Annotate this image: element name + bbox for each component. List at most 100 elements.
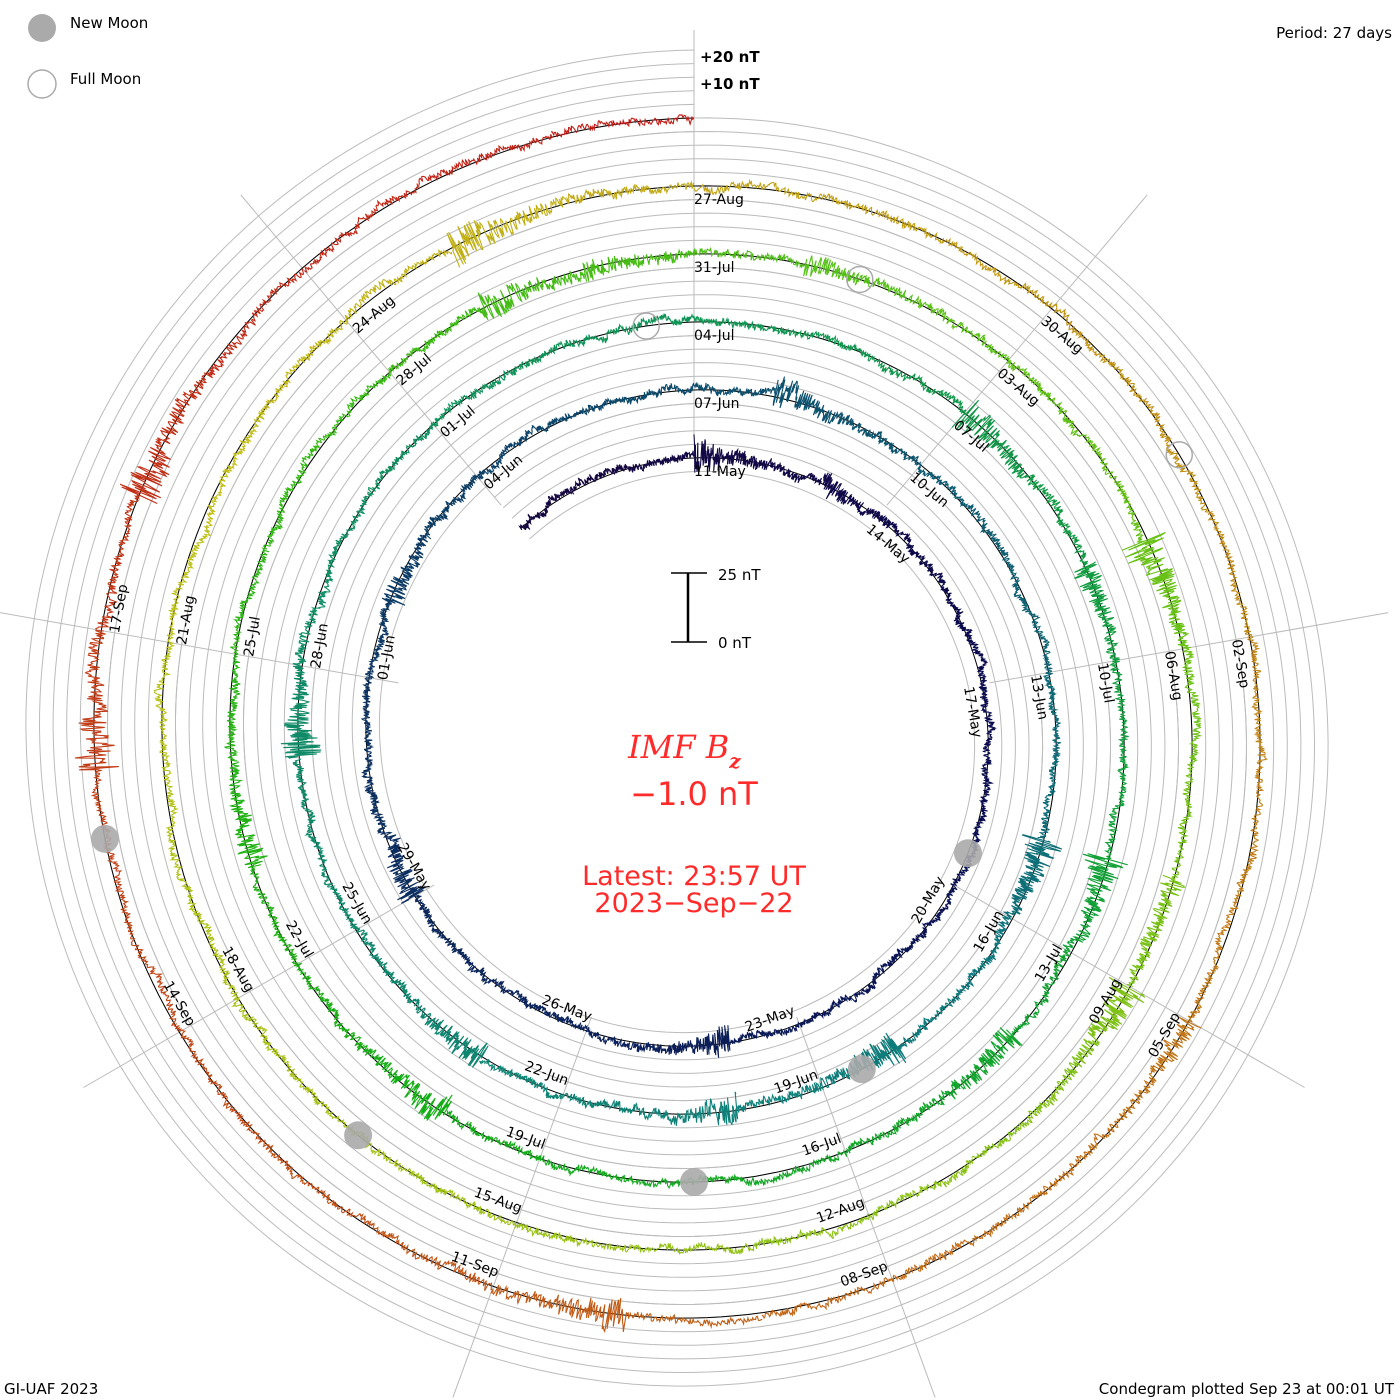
date-label: 19-Jun <box>772 1067 820 1098</box>
date-label: 19-Jul <box>504 1124 548 1153</box>
bz-trace-day <box>1246 636 1268 769</box>
date-label: 06-Aug <box>1161 650 1185 702</box>
bz-trace-day <box>849 419 922 466</box>
chart-title: IMF Bz <box>627 728 741 773</box>
bz-trace-day <box>418 134 553 187</box>
date-label: 22-Jun <box>522 1058 570 1089</box>
bz-trace-day <box>1011 1127 1115 1220</box>
bz-trace-day <box>861 940 915 994</box>
bz-trace-day <box>377 827 426 904</box>
bz-trace-day <box>757 458 823 486</box>
bz-trace-day <box>432 369 514 428</box>
bz-trace-day <box>693 382 776 397</box>
bz-trace-day <box>292 757 321 848</box>
bz-trace-day <box>370 1222 493 1292</box>
date-label: 07-Jun <box>694 396 740 412</box>
bz-trace-day <box>657 1025 731 1058</box>
bz-trace-day <box>1126 874 1187 988</box>
bz-trace-day <box>599 313 695 344</box>
bz-trace-day <box>1121 531 1191 649</box>
bz-trace-day <box>761 1276 894 1320</box>
bz-trace-day <box>74 629 119 771</box>
date-label: 02-Sep <box>1228 638 1252 689</box>
bz-trace-day <box>411 998 489 1068</box>
bz-trace-day <box>614 382 695 406</box>
radial-spoke <box>240 194 502 506</box>
date-label: 04-Jul <box>694 328 735 344</box>
bz-trace-day <box>879 362 967 414</box>
bz-trace-day <box>160 765 188 888</box>
bz-trace-day <box>479 1058 564 1100</box>
bz-trace-day <box>249 867 300 967</box>
bz-trace-day <box>633 1241 755 1256</box>
bz-trace-day <box>649 1091 739 1126</box>
new-moon-icon <box>344 1121 373 1150</box>
date-label: 17-Sep <box>107 583 131 634</box>
bz-trace-day <box>561 1092 651 1121</box>
bz-trace-day <box>1011 949 1072 1036</box>
bz-trace-day <box>876 514 928 566</box>
bz-trace-day <box>693 434 759 473</box>
bz-trace-day <box>460 951 523 999</box>
bz-trace-day <box>550 114 694 138</box>
bz-trace-day <box>1143 397 1211 513</box>
bz-trace-day <box>1014 594 1053 674</box>
bz-trace-day <box>1108 660 1129 761</box>
scale-bar <box>671 572 707 643</box>
bz-trace-day <box>1187 896 1240 1023</box>
bz-trace-day <box>223 653 241 762</box>
current-value: −1.0 nT <box>630 775 758 813</box>
radial-spoke <box>0 612 399 684</box>
bz-trace-day <box>955 620 989 685</box>
bz-trace-day <box>1002 834 1063 918</box>
date-label: 03-Aug <box>994 365 1043 409</box>
bz-trace-day <box>360 677 375 755</box>
baseline-line <box>93 117 1261 1319</box>
date-label: 14-May <box>863 522 913 568</box>
date-label: 20-May <box>909 874 949 927</box>
bz-trace-day <box>1109 1016 1202 1132</box>
bz-trace-day <box>1006 359 1090 443</box>
bz-trace-day <box>1073 561 1120 662</box>
bz-trace-day <box>822 472 881 520</box>
bz-trace-day <box>845 1098 936 1154</box>
full-moon-icon <box>846 265 874 294</box>
radial-spoke <box>83 884 435 1088</box>
date-label: 13-Jun <box>1027 674 1051 722</box>
bz-trace-day <box>1087 439 1144 543</box>
bz-trace-day <box>693 316 790 336</box>
bz-trace-day <box>1181 647 1203 765</box>
date-label: 22-Jul <box>282 918 316 961</box>
new-moon-legend-icon <box>28 14 56 42</box>
bz-trace-day <box>207 268 305 376</box>
bz-trace-day <box>745 1149 848 1188</box>
footer-credit: GI-UAF 2023 <box>4 1380 98 1398</box>
date-label: 17-May <box>960 685 985 739</box>
new-moon-icon <box>954 839 983 868</box>
bz-trace-day <box>153 642 176 767</box>
bz-trace-day <box>772 376 853 426</box>
bz-trace-day <box>513 1221 635 1253</box>
bz-trace-day <box>510 334 601 376</box>
radial-spokes <box>0 30 1389 1398</box>
bz-trace-day <box>1171 763 1195 880</box>
bz-trace-day <box>1062 853 1128 953</box>
scale-plus20-label: +20 nT <box>700 48 760 66</box>
bz-trace-day <box>978 683 997 753</box>
bz-trace-day <box>539 1155 642 1186</box>
bz-trace-day <box>582 248 695 282</box>
date-label: 11-Sep <box>449 1249 501 1281</box>
radial-spoke <box>452 1016 592 1398</box>
date-label: 21-Aug <box>174 594 198 646</box>
bz-trace-day <box>260 319 348 415</box>
bz-trace-day <box>231 997 316 1096</box>
bz-trace-day <box>316 847 361 930</box>
bz-trace-day <box>365 602 392 678</box>
bz-trace-day <box>693 246 807 269</box>
bz-trace-day <box>891 1213 1011 1283</box>
bz-trace-day <box>228 761 268 869</box>
bz-trace-day <box>979 518 1020 597</box>
date-label: 28-Jun <box>308 622 332 670</box>
bz-trace-day <box>294 962 365 1052</box>
